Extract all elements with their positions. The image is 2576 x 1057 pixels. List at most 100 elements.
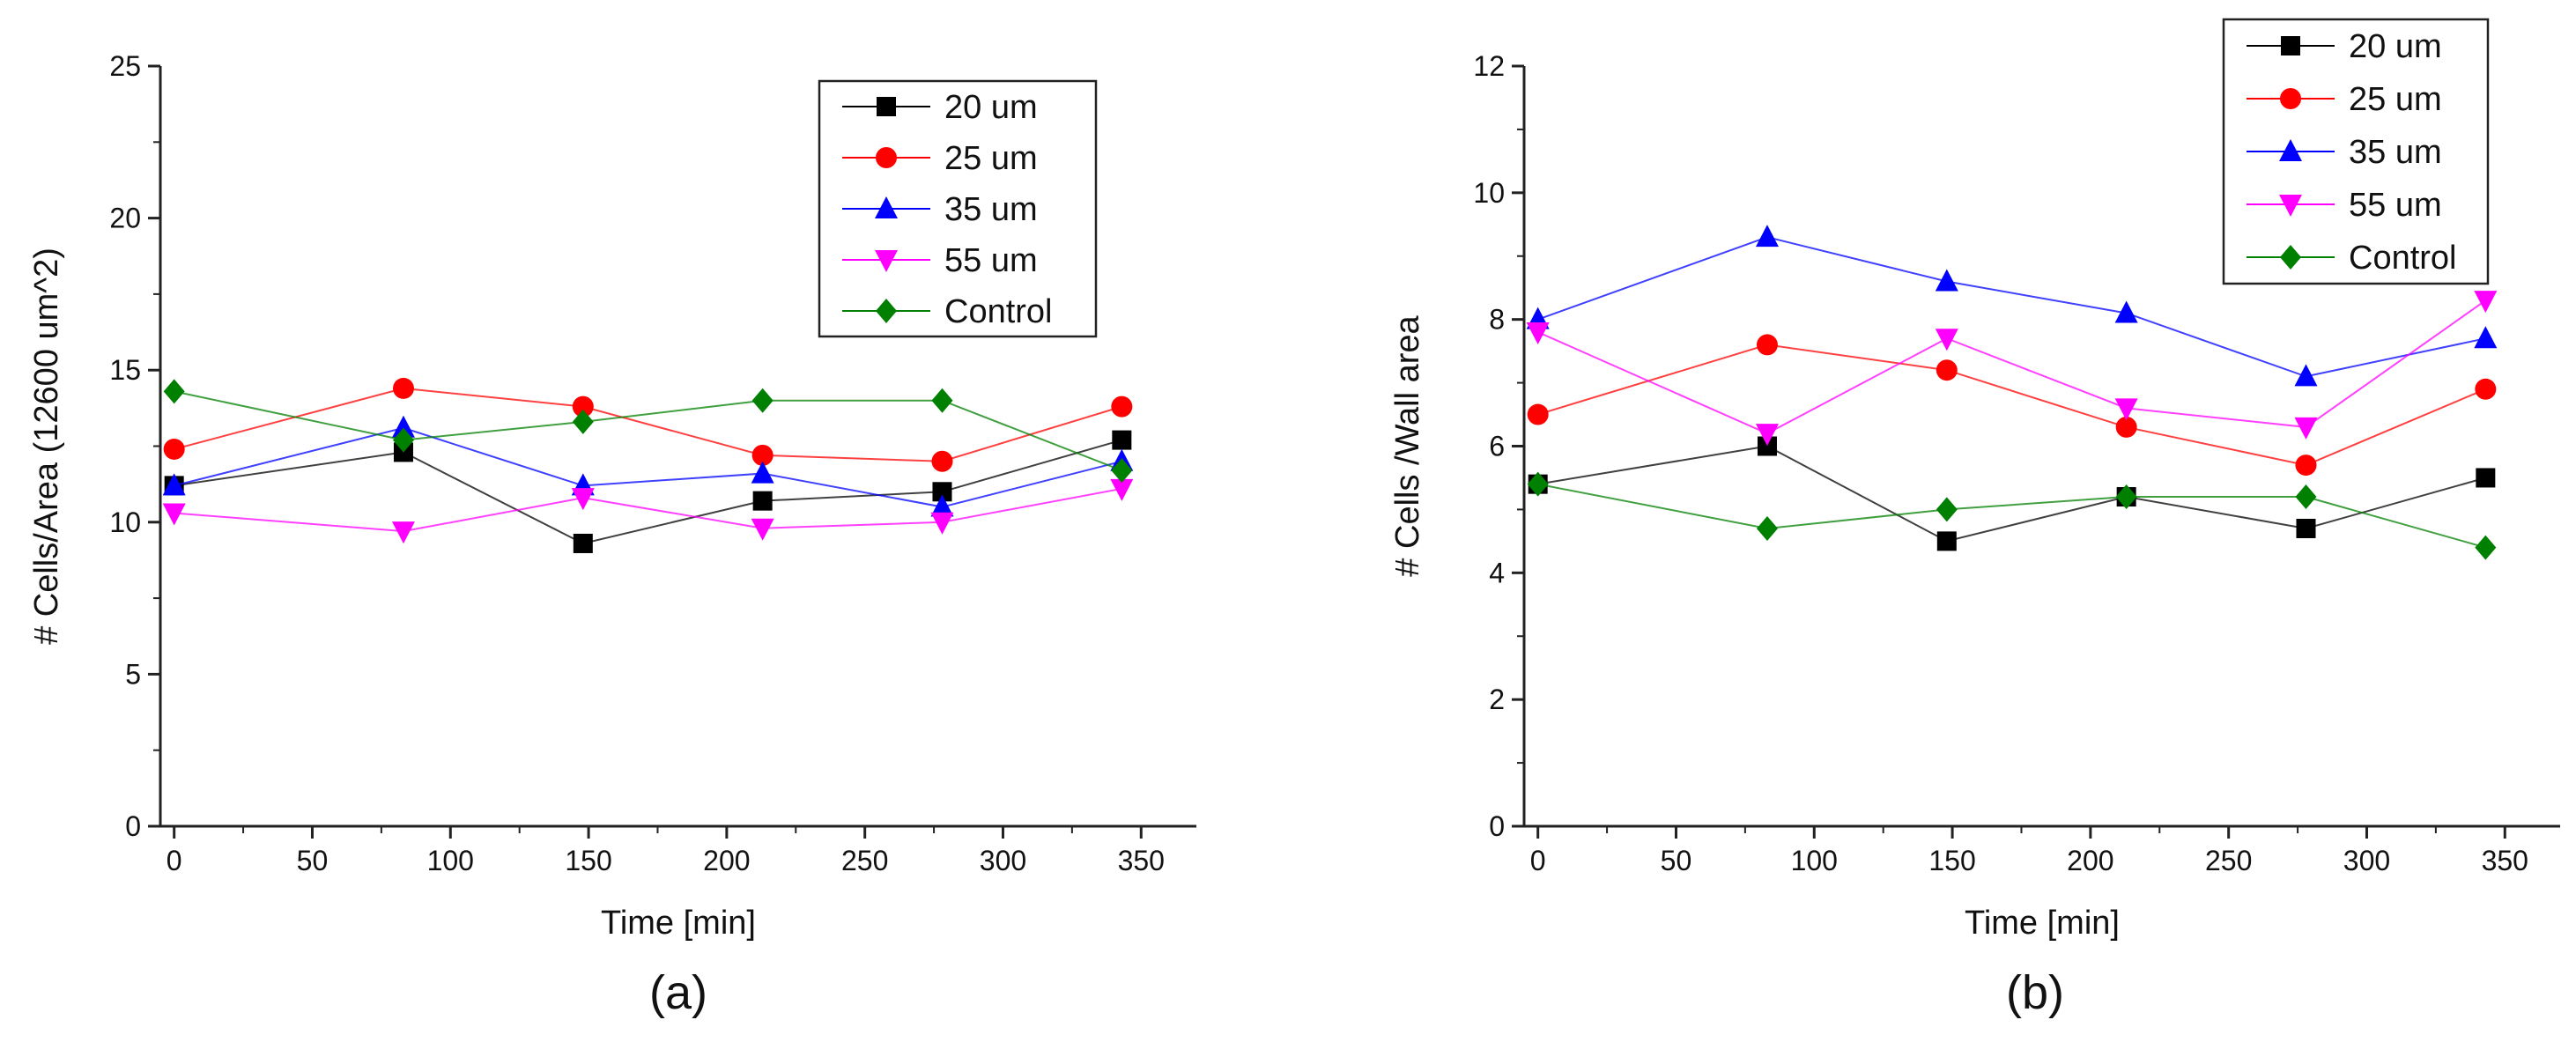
data-point-a-0 bbox=[573, 533, 593, 553]
data-point-b-1 bbox=[2115, 416, 2137, 438]
data-point-a-0 bbox=[1112, 430, 1132, 450]
data-point-b-3 bbox=[1526, 322, 1550, 345]
legend-label-a-0: 20 um bbox=[944, 89, 1038, 126]
data-point-a-4 bbox=[1111, 458, 1133, 484]
data-point-b-1 bbox=[2295, 455, 2317, 477]
x-tick-label-a: 150 bbox=[565, 845, 611, 876]
data-point-b-3 bbox=[1935, 329, 1958, 351]
series-line-b-3 bbox=[1537, 299, 2486, 435]
data-point-b-0 bbox=[2296, 518, 2316, 538]
y-tick-label-a: 25 bbox=[109, 50, 141, 82]
legend-marker-b-4 bbox=[2280, 245, 2301, 270]
data-point-b-1 bbox=[2475, 378, 2497, 400]
series-line-a-4 bbox=[174, 390, 1122, 472]
data-point-b-0 bbox=[1757, 436, 1777, 456]
data-point-a-1 bbox=[751, 444, 774, 466]
y-tick-label-a: 10 bbox=[109, 506, 141, 538]
y-tick-label-a: 5 bbox=[125, 658, 141, 690]
x-tick-label-b: 200 bbox=[2067, 845, 2113, 876]
data-point-b-0 bbox=[1936, 531, 1957, 551]
y-tick-label-b: 12 bbox=[1473, 50, 1505, 82]
data-point-a-2 bbox=[162, 473, 186, 496]
legend-marker-a-3 bbox=[875, 250, 898, 272]
legend-marker-a-1 bbox=[876, 147, 897, 168]
data-point-b-0 bbox=[2476, 468, 2496, 488]
y-tick-label-a: 15 bbox=[109, 354, 141, 386]
x-tick-label-a: 300 bbox=[980, 845, 1026, 876]
data-point-a-3 bbox=[162, 503, 186, 526]
legend-label-b-2: 35 um bbox=[2349, 134, 2442, 171]
data-point-a-4 bbox=[163, 379, 185, 404]
chart-panel-b: 0 50 100 150 200 250 300 350 0 2 4 6 8 10 12 Time [min]… bbox=[1389, 18, 2560, 1019]
legend-b: 20 um 25 um 35 um 55 um Control bbox=[2222, 18, 2490, 285]
legend-label-a-1: 25 um bbox=[944, 140, 1038, 177]
data-point-b-1 bbox=[1936, 359, 1958, 381]
series-line-a-0 bbox=[174, 439, 1122, 545]
data-point-a-3 bbox=[751, 518, 774, 541]
data-point-a-3 bbox=[391, 521, 415, 544]
legend-a: 20 um 25 um 35 um 55 um Control bbox=[818, 79, 1098, 338]
x-tick-label-a: 250 bbox=[841, 845, 888, 876]
legend-marker-b-1 bbox=[2280, 88, 2301, 109]
legend-label-b-3: 55 um bbox=[2349, 187, 2442, 224]
data-point-b-2 bbox=[2474, 326, 2498, 349]
y-tick-label-b: 8 bbox=[1489, 304, 1505, 336]
data-point-b-2 bbox=[2294, 364, 2318, 387]
legend-marker-a-0 bbox=[877, 97, 896, 116]
data-point-a-4 bbox=[572, 409, 594, 434]
data-point-b-4 bbox=[2475, 535, 2497, 560]
legend-label-a-4: Control bbox=[944, 293, 1053, 330]
panel-caption-a: (a) bbox=[649, 966, 707, 1019]
data-point-b-2 bbox=[2114, 300, 2138, 323]
data-point-b-1 bbox=[1756, 334, 1778, 356]
y-tick-label-b: 6 bbox=[1489, 431, 1505, 462]
data-point-b-4 bbox=[2295, 484, 2317, 510]
data-point-a-4 bbox=[931, 388, 953, 413]
panel-caption-b: (b) bbox=[2006, 966, 2064, 1019]
data-point-a-3 bbox=[1110, 478, 1134, 501]
data-point-b-2 bbox=[1935, 269, 1958, 292]
data-point-b-1 bbox=[1527, 403, 1549, 425]
y-tick-label-b: 10 bbox=[1473, 177, 1505, 209]
data-point-a-1 bbox=[1111, 395, 1133, 418]
data-point-a-3 bbox=[930, 512, 954, 535]
legend-label-b-1: 25 um bbox=[2349, 81, 2442, 118]
data-point-a-3 bbox=[571, 488, 595, 511]
y-axis-title-a: # Cells/Area (12600 um^2) bbox=[28, 248, 65, 645]
series-line-b-1 bbox=[1537, 344, 2486, 467]
x-tick-label-a: 0 bbox=[167, 845, 182, 876]
x-tick-label-a: 100 bbox=[427, 845, 474, 876]
legend-marker-a-4 bbox=[876, 299, 897, 323]
x-tick-label-b: 250 bbox=[2205, 845, 2252, 876]
y-tick-label-b: 4 bbox=[1489, 557, 1505, 588]
data-point-b-4 bbox=[1756, 515, 1778, 541]
x-tick-label-b: 50 bbox=[1661, 845, 1692, 876]
legend-marker-b-3 bbox=[2279, 195, 2302, 217]
series-line-b-0 bbox=[1537, 445, 2486, 543]
x-axis-title-a: Time [min] bbox=[601, 905, 756, 942]
data-point-a-2 bbox=[930, 494, 954, 517]
data-point-b-4 bbox=[2115, 484, 2137, 510]
x-tick-label-b: 350 bbox=[2482, 845, 2528, 876]
legend-label-a-3: 55 um bbox=[944, 242, 1038, 279]
data-point-a-4 bbox=[392, 427, 414, 453]
data-point-a-0 bbox=[752, 491, 773, 511]
x-axis-title-b: Time [min] bbox=[1965, 905, 2120, 942]
y-tick-label-a: 20 bbox=[109, 203, 141, 234]
x-tick-label-b: 300 bbox=[2343, 845, 2390, 876]
data-point-b-2 bbox=[1755, 225, 1779, 248]
series-line-a-3 bbox=[174, 487, 1122, 533]
data-point-a-1 bbox=[931, 450, 953, 472]
data-point-b-3 bbox=[2114, 398, 2138, 421]
legend-marker-b-0 bbox=[2281, 36, 2300, 55]
x-tick-label-b: 150 bbox=[1928, 845, 1975, 876]
legend-label-b-0: 20 um bbox=[2349, 28, 2442, 65]
data-point-a-1 bbox=[572, 395, 594, 418]
data-point-b-4 bbox=[1527, 471, 1549, 497]
x-tick-label-b: 100 bbox=[1791, 845, 1838, 876]
data-point-a-4 bbox=[751, 388, 774, 413]
y-axis-title-b: # Cells /Wall area bbox=[1389, 314, 1426, 576]
legend-marker-b-2 bbox=[2279, 139, 2302, 161]
y-tick-label-b: 2 bbox=[1489, 684, 1505, 715]
